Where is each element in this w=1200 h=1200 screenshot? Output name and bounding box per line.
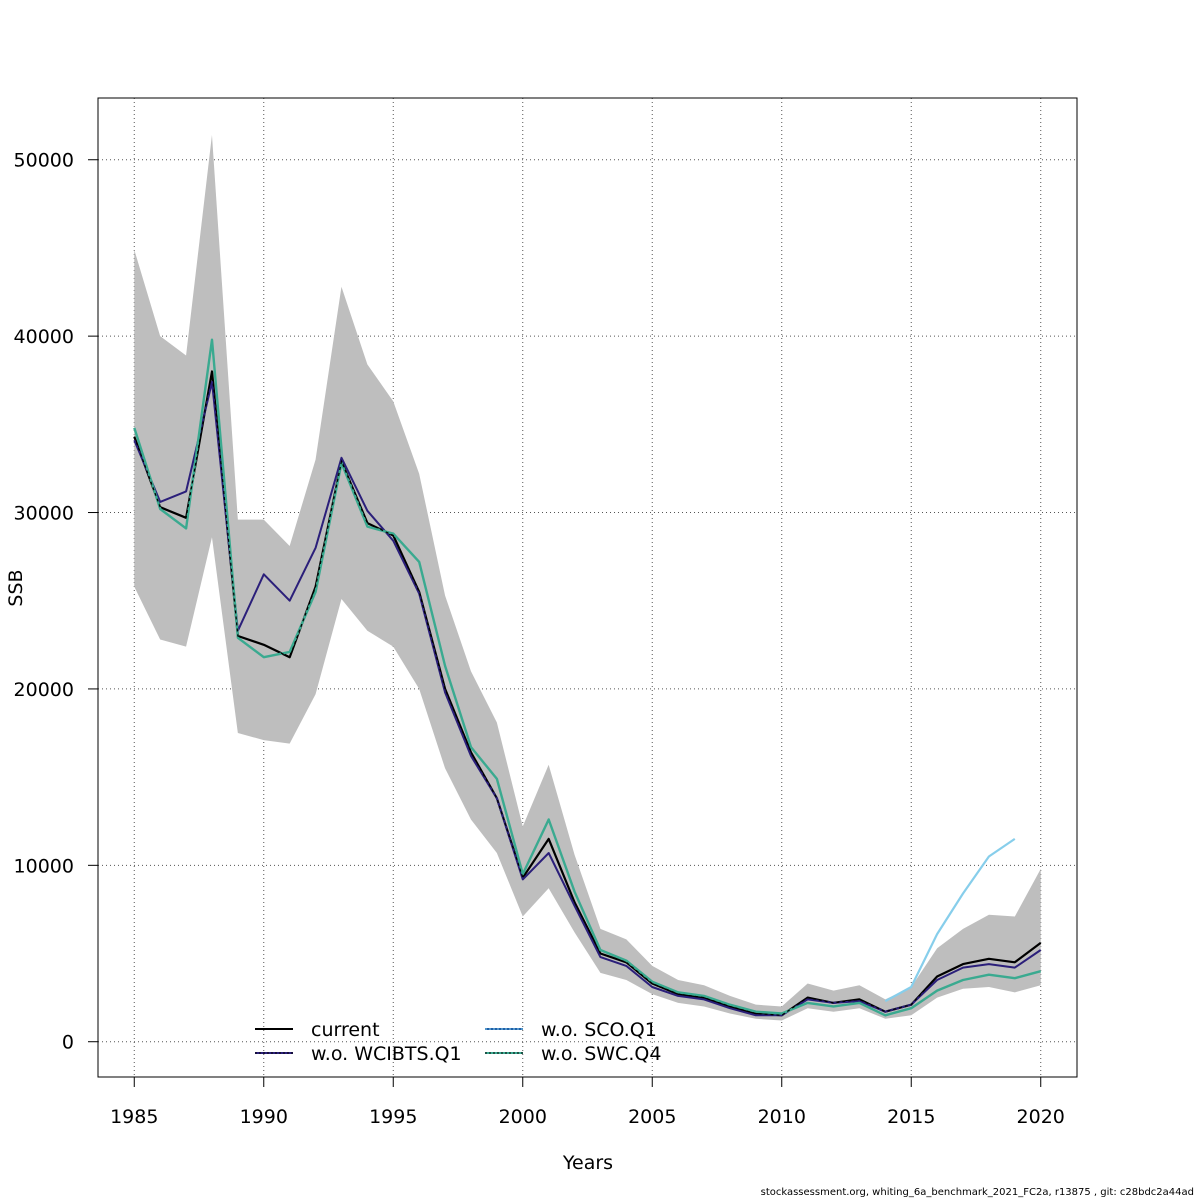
x-tick-label-2000: 2000 [499,1106,547,1128]
legend-label-wo-sco-q1: w.o. SCO.Q1 [541,1019,657,1041]
x-tick-label-1985: 1985 [110,1106,158,1128]
series-layer [133,338,1042,1017]
series-line-w-o-swc-q4 [133,338,1042,1017]
x-axis: 1985 1990 1995 2000 2005 2010 2015 2020 [110,1076,1065,1128]
confidence-band-layer [134,135,1041,1021]
y-tick-label-0: 0 [62,1032,74,1054]
footer-note: stockassessment.org, whiting_6a_benchmar… [760,1187,1194,1198]
confidence-band [134,135,1041,1021]
y-axis: 0 10000 20000 30000 40000 50000 [14,150,98,1054]
y-tick-label-40000: 40000 [14,326,74,348]
legend: current w.o. WCIBTS.Q1 w.o. SCO.Q1 w.o. … [255,1019,661,1065]
x-tick-label-2005: 2005 [628,1106,676,1128]
x-tick-label-1995: 1995 [369,1106,417,1128]
y-tick-label-20000: 20000 [14,679,74,701]
x-tick-label-2010: 2010 [758,1106,806,1128]
y-tick-label-50000: 50000 [14,150,74,172]
y-tick-label-30000: 30000 [14,503,74,525]
series-line-w-o-sco-q1 [884,837,1016,1003]
y-axis-title: SSB [5,569,27,606]
x-tick-label-2015: 2015 [887,1106,935,1128]
x-axis-title: Years [562,1152,613,1174]
x-tick-label-1990: 1990 [240,1106,288,1128]
legend-label-current: current [311,1019,380,1041]
y-tick-label-10000: 10000 [14,855,74,877]
series-line-current-dashed-overlay [133,371,1042,1016]
legend-label-wo-wcibts-q1: w.o. WCIBTS.Q1 [311,1043,462,1065]
x-tick-label-2020: 2020 [1017,1106,1065,1128]
legend-label-wo-swc-q4: w.o. SWC.Q4 [541,1043,661,1065]
